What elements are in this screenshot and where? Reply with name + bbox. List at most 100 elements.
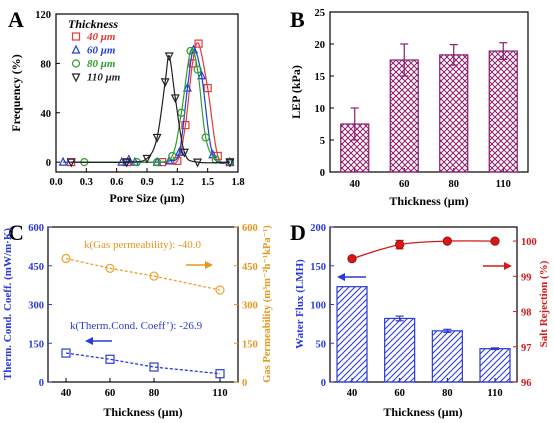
panel-a-point: [170, 94, 180, 104]
panel-a-point: [168, 151, 177, 161]
panel-b-ytick-label: 5: [320, 136, 325, 147]
panel-b-xlabel: Thickness (μm): [389, 194, 468, 208]
panel-d: D 0 50 100 150 200 96 97 98 99 100 40 60 80 110 Thick…: [290, 220, 550, 419]
panel-a-point: [142, 154, 152, 164]
panel-a-point: [193, 65, 202, 74]
panel-b-xtick-label: 60: [399, 179, 410, 190]
panel-a-legend-marker: [71, 44, 81, 54]
panel-d-ytick-label-right: 96: [521, 378, 532, 389]
panel-a: A 0.0 0.3 0.6 0.9 1.2 1.5 1.8 0 40 80 120 Pore Siz…: [8, 7, 245, 205]
panel-c-point: [61, 348, 71, 358]
panel-d-arrow-right: [483, 262, 512, 270]
panel-c-ytick-label-left: 300: [28, 301, 44, 312]
panel-d-rejection-line: [351, 240, 496, 260]
panel-a-point: [174, 146, 184, 156]
panel-b-ylabel: LEP (kPa): [289, 65, 303, 119]
panel-a-point: [182, 82, 192, 92]
panel-a-ytick-label: 80: [41, 59, 52, 70]
panel-a-xtick-label: 0.9: [140, 177, 153, 188]
panel-a-point: [160, 78, 170, 88]
panel-b-plot-frame: [329, 11, 529, 173]
panel-a-point: [197, 70, 207, 80]
panel-a-xlabel: Pore Size (μm): [109, 191, 184, 205]
panel-d-rejection-point: [347, 254, 357, 264]
panel-d-rejection-point: [490, 236, 500, 246]
panel-a-axes: 0.0 0.3 0.6 0.9 1.2 1.5 1.8 0 40 80 120: [35, 10, 244, 188]
panel-c-ylabel-right: Gas Permeability (m³m⁻²h⁻¹kPa⁻¹): [262, 225, 273, 383]
panel-c-series-line: [65, 352, 221, 375]
panel-d-arrow-left: [337, 273, 366, 281]
panel-a-point: [194, 39, 203, 48]
panel-a-letter: A: [8, 7, 24, 32]
panel-a-ytick-label: 40: [41, 109, 52, 120]
panel-c-axes: 40 60 80 110 0 0 150 150 300 300 450 450 600 600: [28, 223, 258, 399]
panel-a-point: [153, 158, 162, 167]
panel-a-ytick-label: 0: [46, 158, 51, 169]
panel-c-ytick-label-right: 150: [242, 339, 258, 350]
panel-d-ytick-label-left: 0: [321, 378, 326, 389]
panel-d-ytick-label-left: 200: [310, 223, 326, 234]
panel-a-point: [122, 158, 132, 168]
panel-c-ylabel-left: Therm. Cond. Coeff. (mW/m·K): [2, 228, 14, 380]
panel-b-xtick-label: 80: [449, 179, 460, 190]
panel-d-rejection-point: [395, 240, 405, 250]
panel-c-annotation-gas: k(Gas permeability): -40.0: [84, 239, 201, 251]
panel-d-ytick-label-right: 99: [521, 272, 532, 283]
panel-b-ytick-label: 15: [315, 72, 326, 83]
panel-d-ytick-label-right: 98: [521, 308, 532, 319]
panel-a-xtick-label: 0.3: [80, 177, 93, 188]
panel-a-legend-marker: [71, 59, 81, 68]
panel-a-ytick-label: 120: [35, 10, 51, 21]
panel-a-xtick-label: 1.8: [231, 177, 244, 188]
panel-b-ytick-label: 20: [315, 40, 326, 51]
panel-b-letter: B: [290, 7, 305, 32]
panel-b: B 0 5 10 15 20 25 40 60 80 110 Thickness (μm) LEP…: [289, 7, 529, 208]
panel-d-letter: D: [290, 220, 306, 245]
panel-d-xtick-label: 60: [394, 388, 405, 399]
panel-c-letter: C: [8, 220, 24, 245]
panel-c-point: [105, 263, 115, 273]
panel-a-ylabel: Frequency (%): [9, 54, 23, 131]
panel-a-point: [186, 46, 195, 56]
panel-a-point: [58, 156, 68, 166]
panel-c: C 40 60 80 110 0 0 150 150 300 300 450 450 600 600 Th…: [2, 220, 273, 419]
panel-a-point: [181, 120, 190, 130]
panel-c-ytick-label-right: 600: [242, 223, 258, 234]
panel-d-bar: [384, 317, 416, 383]
panel-c-point: [215, 285, 225, 295]
panel-c-point: [149, 362, 159, 372]
panel-d-ytick-label-right: 100: [521, 237, 537, 248]
panel-b-bar: [439, 54, 469, 173]
panel-d-ytick-label-right: 97: [521, 343, 532, 354]
panel-a-point: [66, 158, 76, 168]
panel-a-point: [164, 155, 174, 165]
panel-d-ytick-label-left: 150: [310, 262, 326, 273]
panel-a-legend-label: 60 μm: [87, 45, 116, 57]
panel-c-point: [215, 369, 225, 379]
panel-a-point: [225, 158, 235, 168]
panel-c-arrow-right: [186, 261, 213, 269]
panel-c-ytick-label-left: 600: [28, 223, 44, 234]
panel-c-xlabel: Thickness (μm): [103, 405, 182, 419]
panel-a-xtick-label: 1.5: [201, 177, 214, 188]
panel-b-ytick-label: 10: [315, 104, 326, 115]
panel-a-point: [193, 158, 203, 168]
panel-c-arrow-left: [85, 337, 112, 345]
panel-a-point: [164, 52, 174, 62]
panel-c-xtick-label: 110: [212, 388, 227, 399]
panel-d-xtick-label: 110: [487, 388, 502, 399]
panel-a-point: [179, 148, 189, 158]
panel-a-xtick-label: 1.2: [171, 177, 184, 188]
panel-a-legend-marker: [71, 32, 81, 41]
panel-d-xlabel: Thickness (μm): [383, 405, 462, 419]
panel-a-series-line: [84, 48, 231, 164]
panel-a-xtick-label: 0.6: [110, 177, 123, 188]
panel-d-bar: [336, 286, 368, 383]
panel-c-xtick-label: 60: [105, 388, 116, 399]
panel-a-point: [201, 133, 210, 142]
panel-a-legend-label: 40 μm: [86, 31, 116, 43]
panel-c-xtick-label: 40: [61, 388, 72, 399]
panel-b-bar: [488, 50, 518, 173]
panel-d-rejection-point: [442, 236, 452, 246]
